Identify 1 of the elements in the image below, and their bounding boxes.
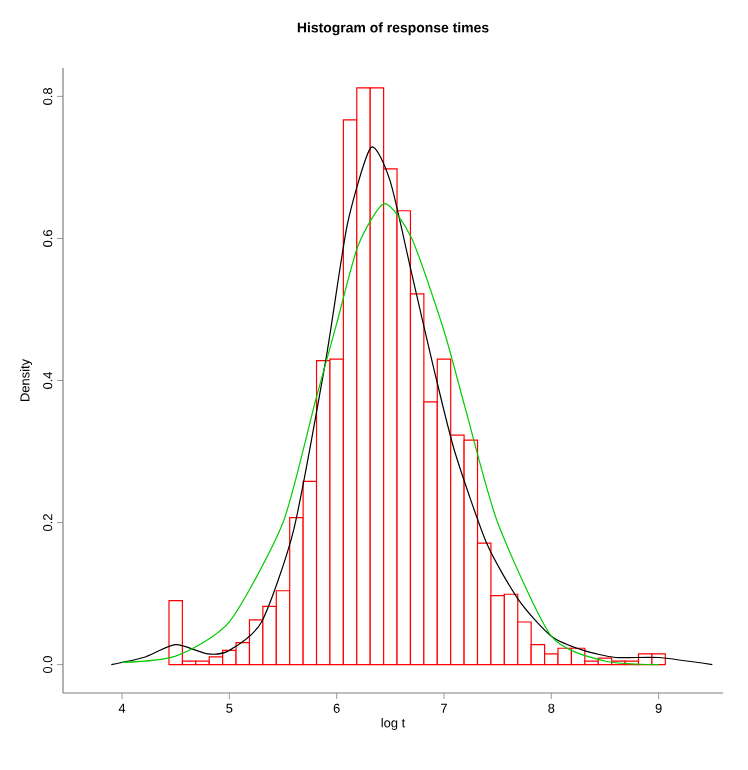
line-series xyxy=(110,146,713,666)
